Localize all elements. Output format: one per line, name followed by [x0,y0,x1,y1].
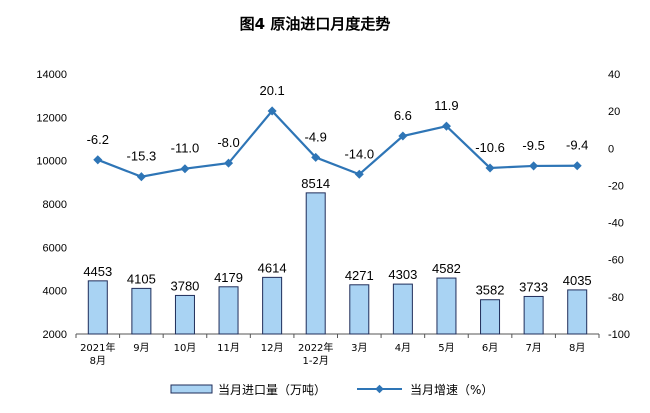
bar-value-label: 4271 [345,268,374,283]
y-left-tick-label: 6000 [43,242,67,254]
y-left-tick-label: 4000 [43,286,67,298]
bar-value-label: 4582 [432,261,461,276]
y-left-tick-label: 14000 [36,69,67,81]
growth-value-label: 6.6 [394,108,412,123]
x-tick-label: 7月 [525,342,541,354]
x-tick-label: 6月 [482,342,498,354]
growth-marker [572,161,582,171]
bar [480,299,501,335]
bar [262,276,283,335]
bar [349,284,370,335]
bar [218,286,239,335]
y-left-tick-label: 8000 [43,199,67,211]
legend-bar-swatch [170,384,213,394]
y-right-tick-label: -20 [608,180,624,192]
x-tick-label: 8月 [569,342,585,354]
bar-value-label: 4179 [214,270,243,285]
legend-line-marker [375,384,384,394]
legend-bar-label: 当月进口量（万吨） [218,383,326,397]
growth-marker [180,164,190,174]
growth-value-label: -9.5 [522,138,544,153]
bar [567,289,588,335]
y-right-tick-label: -100 [608,329,630,341]
bar [392,283,413,335]
x-tick-label: 3月 [351,342,367,354]
y-right-tick-label: 40 [608,69,620,81]
y-right-tick-label: 0 [608,143,614,155]
bar [174,294,195,335]
bars [87,192,588,335]
growth-value-label: -11.0 [171,141,200,156]
y-left-tick-label: 12000 [36,112,67,124]
growth-marker [354,169,364,179]
y-right-tick-label: -40 [608,218,624,230]
x-tick-label: 5月 [438,342,454,354]
x-tick-label: 4月 [395,342,411,354]
y-left-tick-label: 2000 [43,329,67,341]
bar-value-label: 4303 [388,267,417,282]
bar [305,192,326,335]
growth-value-label: -4.9 [305,129,327,144]
growth-line-path [97,109,578,178]
chart-title: 图4 原油进口月度走势 [240,15,391,33]
y-left-tick-label: 10000 [36,156,67,168]
y-right-tick-label: 20 [608,106,620,118]
growth-marker [529,161,539,171]
bar-value-label: 4105 [127,271,156,286]
bar [523,295,544,335]
legend: 当月进口量（万吨） 当月增速（%） [170,383,493,397]
growth-value-label: -8.0 [217,135,239,150]
x-tick-label: 12月 [261,342,284,354]
growth-marker [93,155,103,165]
growth-value-label: 11.9 [434,98,458,113]
growth-value-label: 20.1 [259,83,284,98]
x-tick-label: 2022年 [298,341,333,354]
axes: 2000 4000 6000 8000 10000 12000 14000 -100 -80 -6… [36,69,630,367]
growth-line [93,106,582,182]
y-right-tick-label: -60 [608,255,624,267]
growth-value-label: -6.2 [87,132,109,147]
bar-value-label: 8514 [301,176,330,191]
growth-value-label: -15.3 [127,149,157,164]
bar-value-label: 3582 [476,283,505,298]
bar-value-label: 4035 [563,273,592,288]
x-tick-label: 1-2月 [303,355,329,367]
growth-value-label: -14.0 [344,146,374,161]
x-tick-label: 10月 [174,342,197,354]
growth-marker [136,172,146,182]
growth-marker [485,163,495,173]
x-tick-label: 9月 [133,342,149,354]
bar [436,277,457,335]
bar-value-label: 3733 [519,279,548,294]
bar [131,287,152,335]
bar-value-label: 3780 [170,278,199,293]
growth-value-label: -9.4 [566,138,588,153]
data-labels: 4453 4105 3780 4179 4614 8514 4271 4303 4582 3582… [83,83,591,298]
y-right-tick-label: -80 [608,292,624,304]
x-tick-label: 8月 [90,355,106,367]
legend-line-label: 当月增速（%） [410,383,493,397]
x-tick-label: 11月 [217,342,240,354]
growth-value-label: -10.6 [475,140,505,155]
bar-value-label: 4453 [83,264,112,279]
x-tick-label: 2021年 [80,341,115,354]
bar [87,280,108,335]
bar-value-label: 4614 [258,260,287,275]
